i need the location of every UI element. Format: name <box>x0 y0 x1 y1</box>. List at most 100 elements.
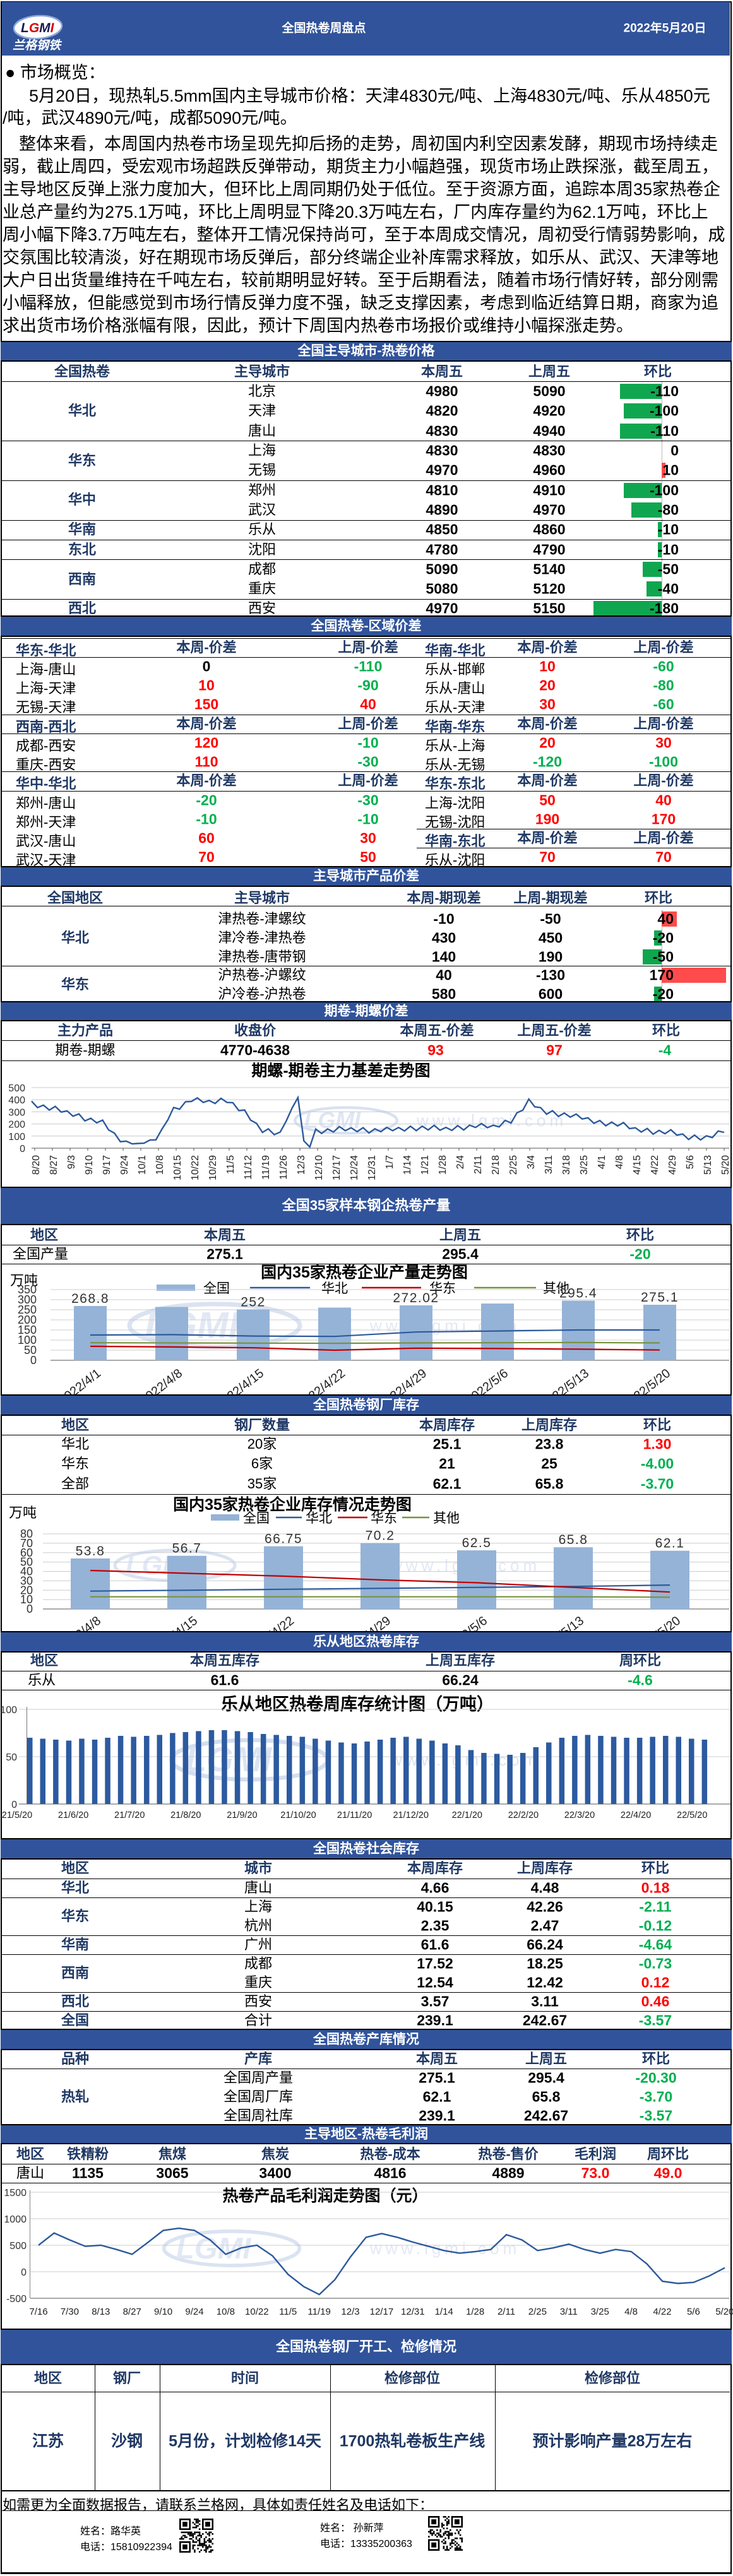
svg-text:22/2/20: 22/2/20 <box>508 1810 539 1820</box>
svg-text:热卷产品毛利润走势图（元）: 热卷产品毛利润走势图（元） <box>222 2187 427 2205</box>
svg-text:11/19: 11/19 <box>261 1155 271 1180</box>
svg-text:10/22: 10/22 <box>245 2306 269 2317</box>
svg-text:9/17: 9/17 <box>102 1155 112 1175</box>
svg-text:252: 252 <box>241 1295 266 1309</box>
svg-text:21/11/20: 21/11/20 <box>337 1810 372 1820</box>
svg-text:8/13: 8/13 <box>92 2306 110 2317</box>
svg-text:华北: 华北 <box>321 1281 348 1296</box>
svg-text:21/7/20: 21/7/20 <box>114 1810 145 1820</box>
svg-text:12/3: 12/3 <box>341 2306 359 2317</box>
svg-text:65.8: 65.8 <box>559 1533 588 1547</box>
svg-text:70: 70 <box>20 1537 33 1550</box>
svg-text:LGMI: LGMI <box>21 21 55 35</box>
svg-text:国内35家热卷企业库存情况走势图: 国内35家热卷企业库存情况走势图 <box>173 1495 412 1514</box>
svg-text:4/8: 4/8 <box>614 1155 625 1169</box>
svg-text:50: 50 <box>6 1752 17 1763</box>
svg-text:8/27: 8/27 <box>49 1155 59 1175</box>
svg-text:7/16: 7/16 <box>29 2306 47 2317</box>
svg-text:21/9/20: 21/9/20 <box>227 1810 257 1820</box>
svg-text:275.1: 275.1 <box>641 1290 679 1305</box>
svg-text:8/27: 8/27 <box>123 2306 141 2317</box>
svg-text:12/31: 12/31 <box>367 1155 378 1180</box>
svg-text:200: 200 <box>18 1314 37 1326</box>
svg-text:100: 100 <box>8 1132 25 1143</box>
svg-text:9/10: 9/10 <box>84 1155 95 1175</box>
svg-text:2022/4/29: 2022/4/29 <box>376 1367 429 1395</box>
svg-text:3/25: 3/25 <box>591 2306 609 2317</box>
svg-text:150: 150 <box>18 1324 37 1336</box>
svg-text:4/8: 4/8 <box>624 2306 638 2317</box>
svg-text:其他: 其他 <box>543 1281 569 1296</box>
svg-text:12/3: 12/3 <box>296 1155 307 1175</box>
svg-text:华东: 华东 <box>429 1281 456 1296</box>
svg-text:350: 350 <box>18 1283 37 1296</box>
svg-text:5/20: 5/20 <box>715 2306 733 2317</box>
svg-text:12/17: 12/17 <box>331 1155 342 1180</box>
svg-text:2022/5/13: 2022/5/13 <box>539 1367 592 1395</box>
svg-text:10/8: 10/8 <box>155 1155 165 1175</box>
svg-text:11/12: 11/12 <box>243 1155 254 1180</box>
svg-text:www.lgmi.com: www.lgmi.com <box>416 1111 567 1130</box>
svg-text:3/4: 3/4 <box>526 1155 537 1169</box>
svg-text:500: 500 <box>8 1083 25 1094</box>
svg-text:7/30: 7/30 <box>61 2306 79 2317</box>
svg-text:21/6/20: 21/6/20 <box>58 1810 88 1820</box>
svg-text:0: 0 <box>21 2267 27 2278</box>
svg-text:2022/4/22: 2022/4/22 <box>244 1614 297 1632</box>
svg-text:56.7: 56.7 <box>172 1541 202 1556</box>
svg-text:4/22: 4/22 <box>653 2306 671 2317</box>
svg-text:2/4: 2/4 <box>455 1155 466 1169</box>
svg-text:2022/5/20: 2022/5/20 <box>630 1614 683 1632</box>
svg-text:0: 0 <box>30 1354 37 1367</box>
svg-text:5/20: 5/20 <box>720 1155 731 1175</box>
svg-text:22/3/20: 22/3/20 <box>564 1810 595 1820</box>
svg-text:10/22: 10/22 <box>190 1155 201 1180</box>
svg-text:295.4: 295.4 <box>559 1286 597 1301</box>
svg-text:4/15: 4/15 <box>632 1155 643 1175</box>
svg-text:12/17: 12/17 <box>370 2306 394 2317</box>
svg-text:10/1: 10/1 <box>137 1155 148 1175</box>
svg-text:1000: 1000 <box>4 2214 27 2225</box>
svg-text:1/14: 1/14 <box>402 1155 413 1175</box>
svg-text:0: 0 <box>27 1603 33 1615</box>
svg-text:2022/4/8: 2022/4/8 <box>56 1614 104 1632</box>
svg-text:万吨: 万吨 <box>10 1273 38 1288</box>
svg-text:1/28: 1/28 <box>438 1155 448 1175</box>
svg-text:200: 200 <box>8 1120 25 1131</box>
svg-text:1/7: 1/7 <box>384 1155 395 1169</box>
svg-text:华东: 华东 <box>371 1511 397 1526</box>
svg-text:其他: 其他 <box>433 1511 460 1526</box>
svg-text:2022/4/8: 2022/4/8 <box>138 1367 185 1395</box>
svg-text:8/20: 8/20 <box>31 1155 42 1175</box>
svg-text:20: 20 <box>20 1584 33 1596</box>
svg-text:2022/5/20: 2022/5/20 <box>620 1367 673 1395</box>
svg-text:21/10/20: 21/10/20 <box>280 1810 316 1820</box>
svg-text:2022/5/13: 2022/5/13 <box>533 1614 587 1632</box>
svg-text:2022/5/6: 2022/5/6 <box>463 1367 511 1395</box>
svg-text:11/5: 11/5 <box>279 2306 297 2317</box>
svg-text:3/11: 3/11 <box>544 1155 554 1174</box>
svg-text:300: 300 <box>8 1107 25 1118</box>
svg-text:2/25: 2/25 <box>528 2306 547 2317</box>
svg-text:4/22: 4/22 <box>650 1155 660 1175</box>
svg-text:0: 0 <box>20 1144 25 1154</box>
svg-text:-500: -500 <box>6 2294 27 2305</box>
svg-text:100: 100 <box>18 1334 37 1346</box>
svg-text:10: 10 <box>20 1593 33 1606</box>
svg-text:0: 0 <box>11 1800 17 1810</box>
svg-text:50: 50 <box>20 1556 33 1569</box>
svg-text:66.75: 66.75 <box>265 1532 302 1546</box>
svg-text:9/24: 9/24 <box>119 1155 130 1175</box>
svg-text:62.1: 62.1 <box>655 1536 685 1551</box>
svg-text:9/10: 9/10 <box>154 2306 172 2317</box>
svg-text:万吨: 万吨 <box>9 1505 37 1521</box>
svg-text:兰格钢铁: 兰格钢铁 <box>13 39 63 52</box>
svg-text:9/24: 9/24 <box>185 2306 203 2317</box>
svg-text:21/8/20: 21/8/20 <box>170 1810 201 1820</box>
svg-text:250: 250 <box>18 1303 37 1316</box>
svg-text:10/15: 10/15 <box>172 1155 183 1180</box>
svg-text:2022/4/22: 2022/4/22 <box>295 1367 348 1395</box>
svg-text:272.02: 272.02 <box>393 1291 439 1305</box>
svg-text:11/5: 11/5 <box>225 1155 236 1174</box>
svg-text:www.lgmi.com: www.lgmi.com <box>369 2239 520 2258</box>
